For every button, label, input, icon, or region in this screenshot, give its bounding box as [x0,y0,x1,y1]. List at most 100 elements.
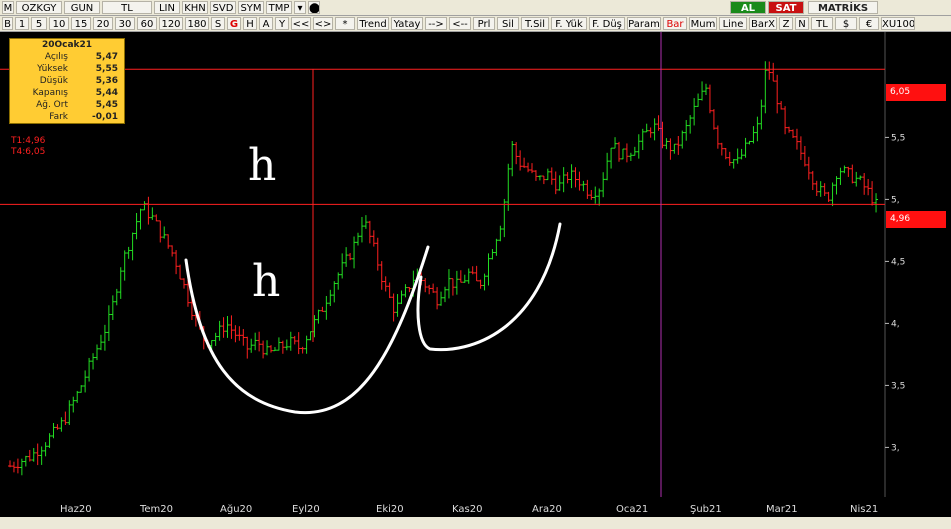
toolbar-btn-tb2-23[interactable]: Sil [497,17,519,30]
toolbar-btn-tb2-15[interactable]: << [291,17,311,30]
toolbar-btn-tb2-9[interactable]: 180 [185,17,209,30]
toolbar-btn-tb2-24[interactable]: T.Sil [521,17,549,30]
info-row: Düşük 5,36 [10,75,124,87]
info-row: Kapanış 5,44 [10,87,124,99]
price-tag-lower: 4,96 [886,211,946,228]
lin-button[interactable]: LIN [154,1,180,14]
toolbar-btn-tb2-30[interactable]: Line [719,17,747,30]
info-value: 5,36 [95,76,118,86]
svd-button[interactable]: SVD [210,1,236,14]
status-bar [0,517,951,529]
currency-tl-button[interactable]: TL [102,1,152,14]
toolbar-btn-tb2-26[interactable]: F. Düş [589,17,625,30]
info-row: Fark -0,01 [10,111,124,123]
symbol-field[interactable]: OZKGY [16,1,62,14]
toolbar-btn-tb2-32[interactable]: Z [779,17,793,30]
x-tick-label: Haz20 [60,504,92,515]
info-label: Yüksek [37,64,68,74]
period-gun-button[interactable]: GUN [64,1,100,14]
y-tick-label: 3,5 [891,381,905,391]
toolbar-btn-tb2-10[interactable]: S [211,17,225,30]
x-tick-label: Ağu20 [220,503,252,515]
info-value: 5,45 [95,100,118,110]
toolbar-btn-tb2-21[interactable]: <-- [449,17,471,30]
toolbar-btn-tb2-37[interactable]: XU100 [881,17,915,30]
cup-annotation [184,245,430,415]
x-tick-label: Oca21 [616,504,648,515]
x-tick-label: Şub21 [690,504,722,515]
y-tick-label: 5,5 [891,133,905,143]
y-tick-label: 3, [891,443,900,453]
toolbar-btn-tb2-12[interactable]: H [243,17,257,30]
toolbar-btn-tb2-31[interactable]: BarX [749,17,777,30]
buy-button[interactable]: AL [730,1,766,14]
toolbar-btn-tb2-22[interactable]: Prl [473,17,495,30]
info-row: Yüksek 5,55 [10,63,124,75]
annotation-letter-h: h [248,140,276,191]
price-chart[interactable]: 3, 3,5 4, 4,5 5, 5,5 h h [0,32,951,497]
toolbar-btn-tb2-27[interactable]: Param [627,17,661,30]
toolbar-btn-tb2-36[interactable]: € [859,17,879,30]
toolbar-btn-tb2-35[interactable]: $ [835,17,857,30]
toolbar-btn-tb2-4[interactable]: 15 [71,17,91,30]
chart-background [0,32,951,497]
twitter-icon[interactable]: ⬤ [308,1,320,14]
info-date: 20Ocak21 [41,40,93,50]
toolbar-btn-tb2-19[interactable]: Yatay [391,17,423,30]
x-axis: Haz20 Tem20 Ağu20 Eyl20 Eki20 Kas20 Ara20 Oca21… [0,497,951,517]
tmp-button[interactable]: TMP [266,1,292,14]
toolbar-btn-tb2-28[interactable]: Bar [663,17,687,30]
toolbar-btn-tb2-11[interactable]: G [227,17,241,30]
info-label: Açılış [44,52,68,62]
toolbar-btn-tb2-3[interactable]: 10 [49,17,69,30]
toolbar-btn-tb2-25[interactable]: F. Yük [551,17,587,30]
price-tag-upper: 6,05 [886,84,946,101]
tmp-dropdown-icon[interactable]: ▾ [294,1,306,14]
info-label: Fark [49,112,68,122]
info-value: -0,01 [92,112,118,122]
handle-annotation [416,222,562,352]
x-tick-label: Tem20 [139,504,173,515]
info-label: Ağ. Ort [36,100,68,110]
toolbar-btn-tb2-8[interactable]: 120 [159,17,183,30]
toolbar-btn-tb2-1[interactable]: 1 [15,17,29,30]
trend-label-t4: T4:6,05 [11,147,46,157]
toolbar-btn-tb2-34[interactable]: TL [811,17,833,30]
toolbar-top: M OZKGY GUN TL LIN KHN SVD SYM TMP ▾ ⬤ AL SAT MATRİKS [0,0,951,16]
sym-button[interactable]: SYM [238,1,264,14]
toolbar-btn-tb2-18[interactable]: Trend [357,17,389,30]
info-label: Düşük [39,76,68,86]
info-row: Ağ. Ort 5,45 [10,99,124,111]
toolbar-second: B 1 5 10 15 20 30 60 120 180 S G H A Y << <> * Trend Yatay -… [0,16,951,32]
toolbar-btn-tb2-0[interactable]: B [2,17,13,30]
x-tick-label: Eyl20 [292,504,320,515]
toolbar-btn-tb2-17[interactable]: * [335,17,355,30]
toolbar-btn-tb2-29[interactable]: Mum [689,17,717,30]
y-tick-label: 4, [891,319,900,329]
annotation-letter-h: h [252,256,280,307]
info-row: Açılış 5,47 [10,51,124,63]
x-tick-label: Kas20 [452,504,482,515]
x-tick-label: Eki20 [376,504,404,515]
toolbar-btn-tb2-7[interactable]: 60 [137,17,157,30]
menu-button[interactable]: M [2,1,14,14]
x-tick-label: Ara20 [532,504,562,515]
toolbar-btn-tb2-14[interactable]: Y [275,17,289,30]
toolbar-btn-tb2-6[interactable]: 30 [115,17,135,30]
toolbar-btn-tb2-33[interactable]: N [795,17,809,30]
info-value: 5,47 [95,52,118,62]
toolbar-btn-tb2-20[interactable]: --> [425,17,447,30]
toolbar-btn-tb2-16[interactable]: <> [313,17,333,30]
khn-button[interactable]: KHN [182,1,208,14]
info-value: 5,44 [95,88,118,98]
y-tick-label: 4,5 [891,257,905,267]
info-label: Kapanış [32,88,68,98]
toolbar-btn-tb2-2[interactable]: 5 [31,17,47,30]
toolbar-btn-tb2-5[interactable]: 20 [93,17,113,30]
info-value: 5,55 [95,64,118,74]
toolbar-btn-tb2-13[interactable]: A [259,17,273,30]
x-tick-label: Mar21 [766,504,798,515]
y-axis-panel [885,32,951,497]
trend-label-t1: T1:4,96 [11,136,46,146]
sell-button[interactable]: SAT [768,1,804,14]
